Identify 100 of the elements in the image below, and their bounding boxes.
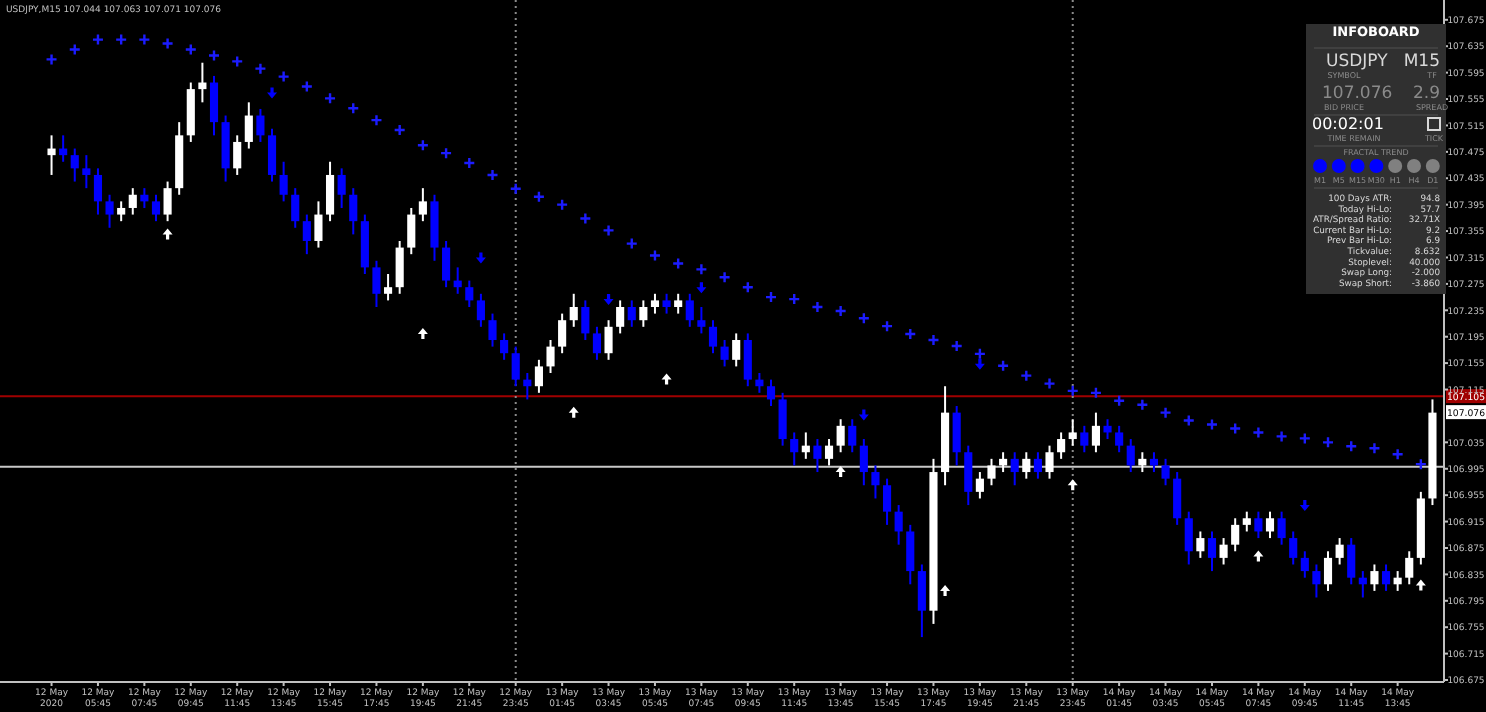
candlestick xyxy=(511,345,520,388)
point xyxy=(904,327,917,341)
candlestick xyxy=(372,259,381,308)
candlestick xyxy=(163,180,172,223)
point xyxy=(184,43,197,56)
point xyxy=(162,228,173,240)
point xyxy=(300,80,314,93)
candlestick xyxy=(1277,510,1286,546)
candlestick xyxy=(685,292,694,328)
point xyxy=(486,168,499,182)
candlestick xyxy=(1347,537,1356,586)
candlestick xyxy=(488,312,497,348)
candlestick xyxy=(558,312,567,355)
candlestick xyxy=(964,444,973,507)
candlestick xyxy=(337,167,346,209)
point xyxy=(532,190,546,203)
candlestick xyxy=(1265,510,1275,540)
candlestick xyxy=(1254,510,1263,540)
point xyxy=(1136,398,1149,411)
point xyxy=(417,328,428,340)
candlestick xyxy=(569,292,578,328)
candlestick xyxy=(1126,438,1135,474)
candlestick xyxy=(987,457,996,487)
point xyxy=(416,139,430,152)
candlestick xyxy=(1057,431,1066,460)
point xyxy=(231,55,244,68)
candlestick xyxy=(1242,510,1251,533)
annotation: 2.9 xyxy=(1412,84,1440,104)
candlestick xyxy=(1323,550,1333,592)
point xyxy=(1253,550,1264,562)
candlestick xyxy=(1370,563,1379,592)
candlestick xyxy=(395,239,404,295)
point xyxy=(579,212,592,225)
candlestick xyxy=(534,358,543,394)
point xyxy=(1299,500,1310,512)
candlestick xyxy=(418,187,427,223)
candlestick xyxy=(349,187,358,236)
point xyxy=(45,53,58,66)
point xyxy=(475,252,486,264)
point xyxy=(1298,432,1312,445)
annotation: M15 xyxy=(1403,52,1440,72)
point xyxy=(1252,426,1265,439)
candlestick xyxy=(581,299,590,342)
candlestick xyxy=(1033,451,1042,480)
candlestick xyxy=(302,213,311,256)
point xyxy=(1321,436,1335,449)
candlestick xyxy=(1335,537,1344,566)
point xyxy=(835,466,846,478)
point xyxy=(555,198,569,211)
candlestick xyxy=(500,332,509,361)
candlestick xyxy=(790,431,799,467)
point xyxy=(207,49,221,62)
point xyxy=(91,33,105,46)
candlestick xyxy=(708,319,718,355)
candlestick xyxy=(1022,451,1031,480)
annotation: USDJPY xyxy=(1326,52,1390,72)
point xyxy=(347,102,360,115)
candlestick xyxy=(117,200,126,223)
point xyxy=(788,292,801,306)
candlestick xyxy=(1068,418,1077,447)
candlestick xyxy=(1405,550,1414,586)
candlestick xyxy=(47,134,56,176)
candlestick xyxy=(465,279,474,308)
candlestick xyxy=(627,299,636,328)
point xyxy=(1043,377,1056,390)
candlestick xyxy=(360,213,369,275)
candlestick xyxy=(1312,563,1321,599)
point xyxy=(1228,422,1242,435)
candlestick xyxy=(1300,550,1309,579)
point xyxy=(661,373,672,385)
candlestick xyxy=(128,187,137,216)
candlestick xyxy=(1219,537,1228,566)
candlestick xyxy=(1173,471,1182,526)
annotation: 00:02:01 xyxy=(1312,115,1384,133)
point xyxy=(741,280,754,294)
point xyxy=(602,224,615,237)
point xyxy=(1067,479,1078,491)
candlestick xyxy=(871,464,880,500)
candlestick xyxy=(917,563,926,639)
candlestick xyxy=(546,339,555,375)
point xyxy=(811,300,824,314)
point xyxy=(323,92,337,105)
point xyxy=(625,237,638,250)
candlestick xyxy=(836,418,845,454)
candlestick xyxy=(93,167,103,216)
point xyxy=(1345,440,1358,453)
point xyxy=(1275,430,1288,443)
candlestick xyxy=(442,239,451,289)
point xyxy=(834,304,847,318)
point xyxy=(950,339,963,353)
candlestick xyxy=(882,477,892,526)
point xyxy=(1066,384,1079,398)
point xyxy=(973,347,987,361)
point xyxy=(974,358,985,370)
point xyxy=(696,282,707,294)
candlestick xyxy=(1231,517,1240,553)
point xyxy=(1112,394,1126,407)
candlestick xyxy=(291,187,300,229)
candlestick xyxy=(906,523,915,586)
point xyxy=(603,294,614,306)
